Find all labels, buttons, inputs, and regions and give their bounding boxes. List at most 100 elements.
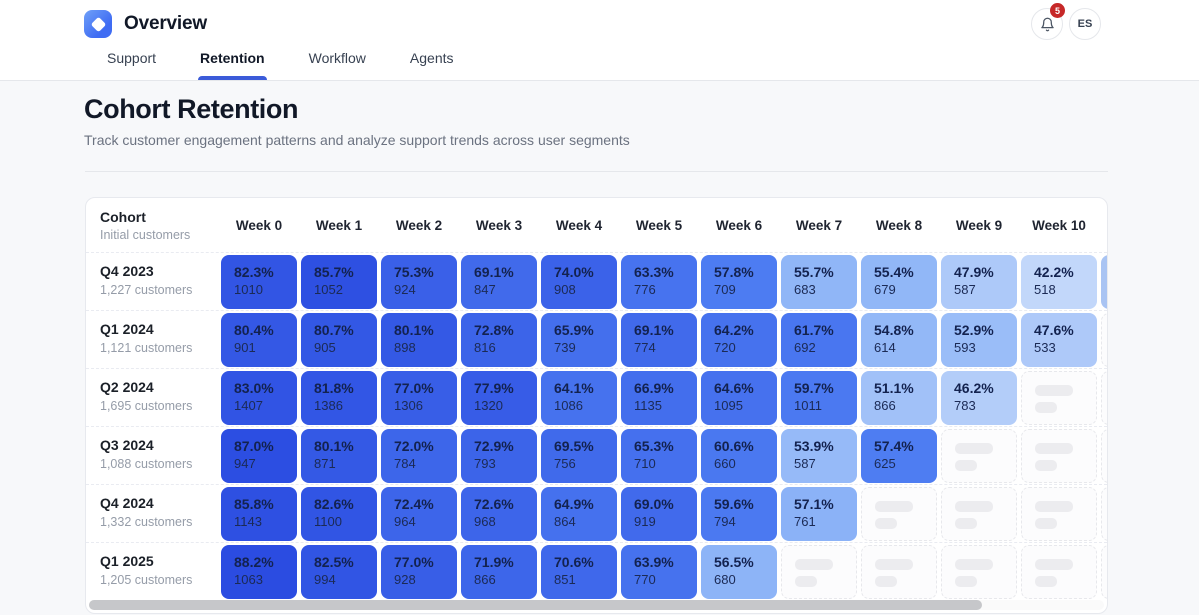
retention-percent: 77.9% — [474, 380, 514, 396]
retention-count: 680 — [714, 572, 736, 587]
horizontal-scrollbar — [89, 600, 1104, 610]
retention-cell: 56.5% 680 — [701, 545, 777, 599]
retention-count: 919 — [634, 514, 656, 529]
cohort-retention-card: Cohort Initial customers Week 0 Week 1 Wee… — [85, 197, 1108, 614]
retention-count: 679 — [874, 282, 896, 297]
retention-count: 964 — [394, 514, 416, 529]
retention-percent: 64.6% — [714, 380, 754, 396]
week-header: Week 8 — [875, 217, 923, 233]
week-header: Week 9 — [955, 217, 1003, 233]
notifications-button[interactable]: 5 — [1031, 3, 1065, 40]
retention-cell: 77.0% 1306 — [381, 371, 457, 425]
retention-cell: 61.7% 692 — [781, 313, 857, 367]
retention-percent: 80.1% — [394, 322, 434, 338]
retention-percent: 52.9% — [954, 322, 994, 338]
retention-percent: 57.8% — [714, 264, 754, 280]
skeleton-cell — [1101, 429, 1107, 483]
cohort-row: Q2 2024 1,695 customers 83.0% 1407 81.8% 1386… — [86, 368, 1107, 426]
retention-percent: 63.9% — [634, 554, 674, 570]
skeleton-cell — [1021, 429, 1097, 483]
retention-percent: 42.2% — [1034, 264, 1074, 280]
cohort-name: Q2 2024 — [100, 379, 154, 395]
skeleton-pill — [955, 460, 977, 471]
retention-percent: 69.0% — [634, 496, 674, 512]
retention-percent: 51.1% — [874, 380, 914, 396]
cohort-customers: 1,088 customers — [100, 457, 193, 471]
retention-cell: 85.7% 1052 — [301, 255, 377, 309]
retention-cell: 69.1% 847 — [461, 255, 537, 309]
retention-percent: 80.7% — [314, 322, 354, 338]
retention-cell: 75.3% 924 — [381, 255, 457, 309]
retention-percent: 81.8% — [314, 380, 354, 396]
retention-count: 1086 — [554, 398, 583, 413]
tab-agents[interactable]: Agents — [409, 50, 454, 66]
retention-percent: 80.4% — [234, 322, 274, 338]
retention-cell: 66.9% 1135 — [621, 371, 697, 425]
cohort-customers: 1,205 customers — [100, 573, 193, 587]
retention-cell: 88.2% 1063 — [221, 545, 297, 599]
tab-workflow[interactable]: Workflow — [308, 50, 366, 66]
cohort-label: Q3 2024 1,088 customers — [86, 429, 217, 483]
retention-cell: 72.4% 964 — [381, 487, 457, 541]
retention-cell: 81.8% 1386 — [301, 371, 377, 425]
retention-cell: 72.9% 793 — [461, 429, 537, 483]
retention-count: 1052 — [314, 282, 343, 297]
retention-percent: 72.8% — [474, 322, 514, 338]
tab-support[interactable]: Support — [107, 50, 157, 66]
retention-count: 847 — [474, 282, 496, 297]
skeleton-pill — [795, 576, 817, 587]
retention-cell: 47.6% 533 — [1021, 313, 1097, 367]
user-avatar[interactable]: ES — [1069, 8, 1101, 40]
retention-count: 947 — [234, 456, 256, 471]
retention-count: 1010 — [234, 282, 263, 297]
cohort-name: Q3 2024 — [100, 437, 154, 453]
week-header: Week 4 — [555, 217, 603, 233]
tab-retention[interactable]: Retention — [198, 42, 267, 80]
skeleton-pill — [1035, 385, 1073, 396]
retention-percent: 70.6% — [554, 554, 594, 570]
retention-percent: 82.5% — [314, 554, 354, 570]
week-header: Week 2 — [395, 217, 443, 233]
retention-cell: 57.4% 625 — [861, 429, 937, 483]
retention-percent: 47.9% — [954, 264, 994, 280]
retention-cell: 77.0% 928 — [381, 545, 457, 599]
retention-cell: 57.8% 709 — [701, 255, 777, 309]
scrollbar-thumb[interactable] — [89, 600, 983, 610]
retention-count: 928 — [394, 572, 416, 587]
retention-cell: 64.1% 1086 — [541, 371, 617, 425]
diamond-icon — [90, 16, 106, 32]
retention-cell: 51.1% 866 — [861, 371, 937, 425]
retention-count: 683 — [794, 282, 816, 297]
retention-cell: 64.2% 720 — [701, 313, 777, 367]
retention-percent: 61.7% — [794, 322, 834, 338]
retention-cell: 83.0% 1407 — [221, 371, 297, 425]
retention-percent: 87.0% — [234, 438, 274, 454]
retention-count: 871 — [314, 456, 336, 471]
cohort-column-header: Cohort Initial customers — [86, 209, 217, 242]
retention-percent: 63.3% — [634, 264, 674, 280]
retention-count: 614 — [874, 340, 896, 355]
retention-count: 720 — [714, 340, 736, 355]
skeleton-pill — [955, 576, 977, 587]
cohort-label: Q1 2024 1,121 customers — [86, 313, 217, 367]
retention-percent: 65.3% — [634, 438, 674, 454]
cohort-row: Q4 2024 1,332 customers 85.8% 1143 82.6% 1100… — [86, 484, 1107, 542]
retention-percent: 69.1% — [634, 322, 674, 338]
retention-count: 774 — [634, 340, 656, 355]
retention-count: 994 — [314, 572, 336, 587]
retention-percent: 85.7% — [314, 264, 354, 280]
retention-count: 1143 — [234, 514, 262, 529]
retention-percent: 59.6% — [714, 496, 754, 512]
retention-percent: 65.9% — [554, 322, 594, 338]
retention-percent: 77.0% — [394, 380, 434, 396]
retention-cell: 46.2% 783 — [941, 371, 1017, 425]
week-header: Week 7 — [795, 217, 843, 233]
retention-cell: 87.0% 947 — [221, 429, 297, 483]
skeleton-pill — [1035, 576, 1057, 587]
retention-cell: 72.6% 968 — [461, 487, 537, 541]
page-subtitle: Track customer engagement patterns and a… — [84, 132, 630, 148]
retention-cell: 55.4% 679 — [861, 255, 937, 309]
retention-cell: 42.2% 518 — [1021, 255, 1097, 309]
cohort-name: Q4 2023 — [100, 263, 154, 279]
cohort-name: Q1 2024 — [100, 321, 154, 337]
